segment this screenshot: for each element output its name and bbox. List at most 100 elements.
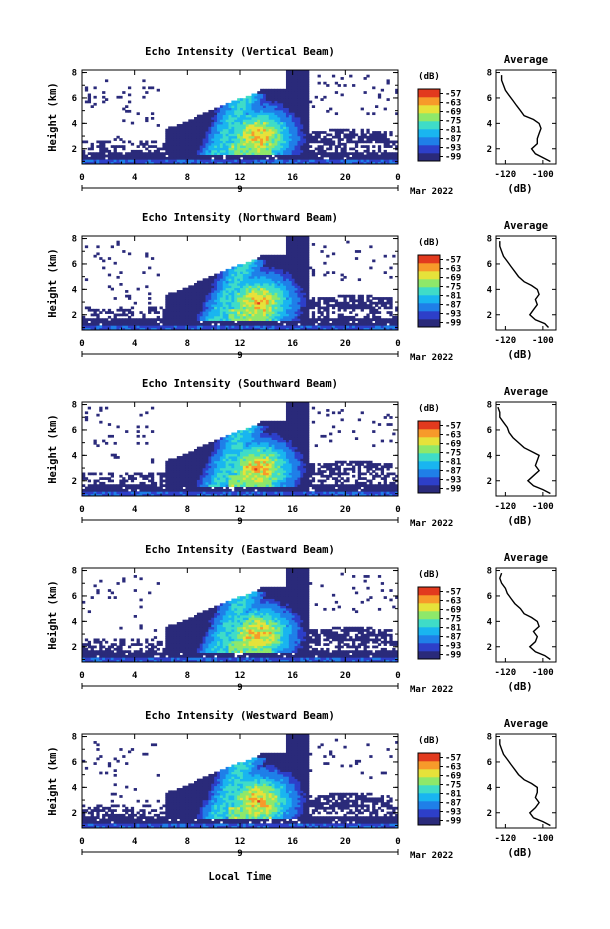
heatmap-cell xyxy=(211,294,215,298)
heatmap-cell xyxy=(251,114,255,118)
heatmap-cell xyxy=(225,322,229,326)
heatmap-cell xyxy=(245,100,250,104)
heatmap-cell xyxy=(188,147,192,151)
heatmap-cell xyxy=(228,465,232,469)
heatmap-cell xyxy=(208,481,212,485)
heatmap-cell xyxy=(294,98,298,101)
heatmap-cell xyxy=(199,486,204,490)
heatmap-cell xyxy=(119,479,123,483)
heatmap-cell xyxy=(219,301,224,305)
heatmap-cell xyxy=(188,315,192,319)
heatmap-cell xyxy=(171,142,175,146)
heatmap-cell xyxy=(277,114,281,118)
heatmap-cell xyxy=(136,149,140,153)
heatmap-cell xyxy=(205,304,209,307)
heatmap-cell xyxy=(337,322,341,326)
heatmap-cell xyxy=(222,439,227,443)
heatmap-cell xyxy=(294,86,298,90)
heatmap-cell xyxy=(205,484,209,487)
heatmap-cell xyxy=(153,156,158,160)
heatmap-cell xyxy=(142,484,146,487)
heatmap-cell xyxy=(130,491,135,495)
heatmap-cell xyxy=(283,105,287,108)
heatmap-cell xyxy=(280,275,284,279)
heatmap-cell xyxy=(199,325,204,329)
heatmap-cell xyxy=(280,301,284,305)
heatmap-cell xyxy=(285,325,290,329)
heatmap-cell xyxy=(168,458,172,462)
heatmap-cell xyxy=(168,470,172,473)
heatmap-cell xyxy=(205,313,209,317)
heatmap-cell xyxy=(202,147,206,151)
heatmap-cell xyxy=(168,315,172,319)
heatmap-cell xyxy=(202,294,206,298)
heatmap-cell xyxy=(303,159,307,163)
heatmap-cell xyxy=(274,318,278,321)
heatmap-cell xyxy=(311,320,316,324)
heatmap-cell xyxy=(297,238,301,242)
heatmap-cell xyxy=(268,318,272,321)
heatmap-cell xyxy=(380,299,385,303)
heatmap-cell xyxy=(104,406,109,410)
heatmap-cell xyxy=(182,313,186,317)
heatmap-cell xyxy=(208,159,212,163)
panel-0: Echo Intensity (Vertical Beam)2468Height… xyxy=(47,46,557,197)
heatmap-cell xyxy=(231,458,235,462)
heatmap-cell xyxy=(214,486,218,490)
heatmap-cell xyxy=(237,154,241,158)
heatmap-cell xyxy=(191,142,195,146)
heatmap-cell xyxy=(354,161,359,165)
heatmap-cell xyxy=(303,145,307,148)
heatmap-cell xyxy=(119,271,123,274)
heatmap-cell xyxy=(317,145,321,148)
heatmap-cell xyxy=(214,315,218,319)
heatmap-cell xyxy=(271,91,275,94)
heatmap-cell xyxy=(82,159,86,163)
heatmap-cell xyxy=(228,112,232,116)
heatmap-cell xyxy=(168,145,172,148)
heatmap-cell xyxy=(96,493,100,497)
heatmap-cell xyxy=(277,128,281,132)
heatmap-cell xyxy=(182,138,186,141)
heatmap-cell xyxy=(329,152,333,155)
heatmap-cell xyxy=(277,292,281,296)
heatmap-cell xyxy=(113,318,117,321)
heatmap-cell xyxy=(260,133,264,137)
heatmap-cell xyxy=(343,306,347,310)
heatmap-cell xyxy=(303,119,307,123)
heatmap-cell xyxy=(214,145,218,148)
heatmap-cell xyxy=(202,142,206,146)
heatmap-cell xyxy=(234,152,238,155)
heatmap-cell xyxy=(389,320,393,324)
heatmap-cell xyxy=(222,278,227,282)
heatmap-cell xyxy=(268,327,272,331)
heatmap-cell xyxy=(176,142,181,146)
heatmap-cell xyxy=(199,474,204,478)
heatmap-cell xyxy=(265,259,270,263)
heatmap-cell xyxy=(179,311,183,314)
heatmap-cell xyxy=(352,159,356,163)
heatmap-cell xyxy=(346,133,350,137)
heatmap-cell xyxy=(127,493,132,497)
heatmap-cell xyxy=(237,458,241,462)
heatmap-cell xyxy=(191,301,195,305)
heatmap-cell xyxy=(234,121,238,125)
heatmap-cell xyxy=(268,142,272,146)
heatmap-cell xyxy=(133,325,137,329)
heatmap-cell xyxy=(102,159,106,163)
heatmap-cell xyxy=(202,117,206,120)
heatmap-cell xyxy=(102,156,106,160)
heatmap-cell xyxy=(125,313,129,317)
heatmap-cell xyxy=(280,154,284,158)
heatmap-cell xyxy=(280,292,284,296)
heatmap-cell xyxy=(179,474,183,478)
heatmap-cell xyxy=(176,484,181,487)
heatmap-cell xyxy=(217,126,221,130)
heatmap-cell xyxy=(211,467,215,471)
heatmap-cell xyxy=(297,159,301,163)
heatmap-cell xyxy=(214,481,218,485)
heatmap-cell xyxy=(90,322,94,326)
heatmap-cell xyxy=(162,142,166,146)
heatmap-cell xyxy=(194,152,198,155)
heatmap-cell xyxy=(291,154,295,158)
